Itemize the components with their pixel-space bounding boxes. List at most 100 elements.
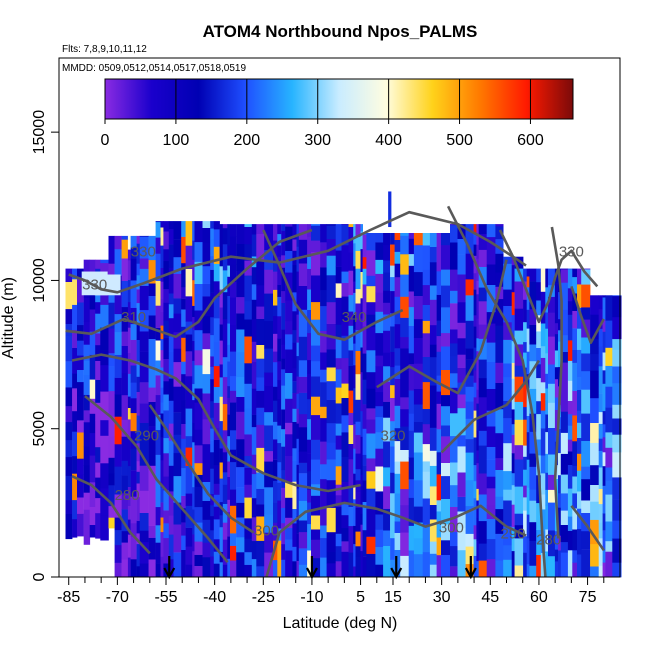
heatmap-cell: [523, 352, 527, 368]
heatmap-cell: [503, 470, 512, 490]
heatmap-cell: [292, 264, 297, 293]
heatmap-cell: [605, 540, 613, 552]
heatmap-cell: [605, 467, 613, 481]
heatmap-cell: [326, 238, 336, 256]
heatmap-cell: [95, 512, 101, 539]
heatmap-cell: [408, 497, 415, 526]
heatmap-cell: [355, 399, 361, 422]
heatmap-cell: [65, 513, 73, 540]
heatmap-cell: [83, 422, 91, 447]
heatmap-cell: [511, 472, 515, 486]
heatmap-cell: [281, 385, 286, 410]
heatmap-cell: [540, 473, 546, 495]
heatmap-cell: [185, 527, 193, 547]
heatmap-cell: [277, 461, 282, 483]
heatmap-cell: [163, 437, 170, 454]
heatmap-cell: [602, 485, 606, 514]
contour-label: 280: [536, 531, 561, 548]
heatmap-cell: [478, 224, 487, 235]
heatmap-cell: [335, 423, 342, 436]
heatmap-cell: [155, 253, 161, 281]
heatmap-cell: [130, 448, 137, 471]
heatmap-cell: [572, 493, 578, 509]
heatmap-cell: [192, 486, 195, 510]
heatmap-cell: [390, 384, 395, 398]
heatmap-cell: [230, 297, 237, 326]
heatmap-cell: [526, 276, 530, 288]
heatmap-cell: [590, 397, 599, 423]
heatmap-cell: [581, 337, 591, 354]
chart-title: ATOM4 Northbound Npos_PALMS: [203, 22, 478, 41]
heatmap-cell: [160, 487, 164, 503]
heatmap-cell: [536, 377, 542, 402]
heatmap-cell: [281, 522, 286, 545]
heatmap-cell: [139, 285, 149, 311]
heatmap-cell: [244, 434, 253, 456]
heatmap-cell: [353, 566, 356, 578]
heatmap-cell: [602, 424, 606, 438]
heatmap-cell: [210, 238, 214, 257]
heatmap-cell: [536, 347, 542, 365]
heatmap-cell: [213, 296, 220, 319]
heatmap-cell: [121, 235, 129, 240]
heatmap-cell: [605, 347, 613, 366]
heatmap-cell: [320, 417, 327, 442]
heatmap-cell: [136, 243, 140, 264]
heatmap-cell: [360, 330, 363, 348]
heatmap-cell: [173, 313, 182, 333]
heatmap-cell: [320, 267, 327, 291]
heatmap-cell: [202, 221, 211, 228]
heatmap-cell: [353, 365, 356, 389]
heatmap-cell: [285, 372, 293, 399]
heatmap-cell: [503, 376, 512, 401]
heatmap-cell: [441, 307, 451, 334]
heatmap-cell: [436, 474, 442, 501]
heatmap-cell: [230, 351, 237, 377]
heatmap-cell: [360, 347, 363, 373]
heatmap-cell: [362, 256, 367, 269]
heatmap-cell: [523, 341, 527, 353]
heatmap-cell: [264, 320, 274, 349]
heatmap-cell: [155, 542, 161, 564]
colorbar-tick-label: 500: [446, 132, 473, 149]
heatmap-cell: [168, 378, 174, 401]
heatmap-cell: [298, 263, 308, 286]
heatmap-cell: [478, 415, 487, 431]
heatmap-cell: [213, 246, 220, 264]
heatmap-cell: [95, 497, 101, 514]
heatmap-cell: [127, 419, 131, 440]
heatmap-cell: [450, 545, 458, 567]
heatmap-cell: [441, 405, 451, 426]
heatmap-cell: [383, 467, 391, 487]
heatmap-cell: [375, 273, 384, 293]
heatmap-cell: [285, 539, 293, 551]
heatmap-cell: [236, 377, 245, 397]
heatmap-cell: [590, 543, 599, 567]
heatmap-cell: [277, 559, 282, 578]
heatmap-cell: [335, 495, 342, 507]
heatmap-cell: [545, 529, 549, 552]
heatmap-cell: [408, 430, 415, 458]
heatmap-cell: [375, 448, 384, 467]
heatmap-cell: [168, 244, 174, 268]
heatmap-cell: [529, 521, 537, 541]
heatmap-cell: [486, 361, 496, 389]
contour-label: 290: [134, 428, 159, 445]
contour-label: 330: [559, 244, 584, 261]
heatmap-cell: [136, 275, 140, 290]
heatmap-cell: [558, 329, 562, 342]
heatmap-cell: [114, 544, 122, 563]
heatmap-cell: [429, 564, 437, 578]
heatmap-cell: [457, 322, 466, 339]
heatmap-cell: [320, 224, 327, 231]
heatmap-cell: [160, 338, 164, 351]
heatmap-cell: [375, 366, 384, 393]
heatmap-cell: [160, 402, 164, 414]
heatmap-cell: [298, 564, 308, 578]
heatmap-cell: [139, 438, 149, 466]
heatmap-cell: [210, 317, 214, 336]
heatmap-cell: [581, 440, 591, 467]
heatmap-cell: [127, 438, 131, 467]
heatmap-cell: [581, 512, 591, 532]
heatmap-cell: [436, 452, 442, 475]
